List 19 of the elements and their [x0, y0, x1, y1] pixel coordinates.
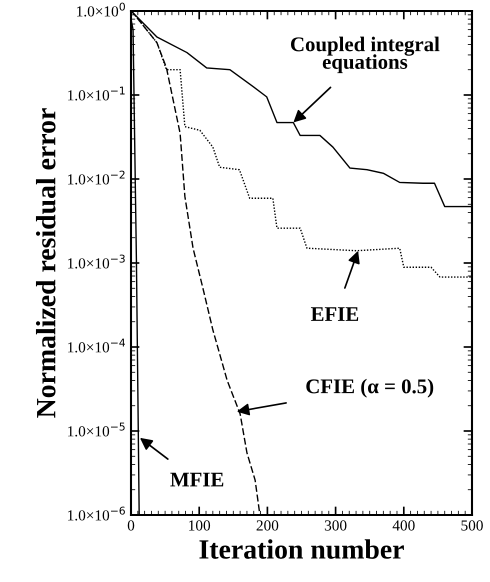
annotation: EFIE	[310, 307, 358, 321]
y-axis-title: Normalized residual error	[36, 108, 56, 418]
x-tick-label: 100	[189, 520, 210, 531]
annotation: CFIE (α = 0.5)	[306, 378, 434, 398]
annotation: Coupled integral equations	[291, 36, 440, 74]
y-tick-label: 1.0×10$^{−4}$	[68, 338, 126, 353]
x-tick-label: 200	[256, 520, 278, 531]
y-tick-label: 1.0×10$^{−3}$	[68, 254, 125, 269]
x-tick-label: 500	[461, 520, 483, 531]
y-tick-label: 1.0×10$^{−5}$	[68, 422, 125, 437]
y-tick-label: 1.0×10$^{−2}$	[68, 170, 125, 185]
y-tick-label: 1.0×10$^{0}$	[77, 2, 125, 17]
x-tick-label: 300	[324, 520, 346, 531]
y-tick-label: 1.0×10$^{−1}$	[68, 86, 125, 101]
annotation: MFIE	[170, 472, 224, 486]
x-tick-label: 0	[128, 520, 134, 531]
x-axis-title: Iteration number	[199, 539, 404, 559]
y-tick-label: 1.0×10$^{−6}$	[68, 506, 125, 521]
x-tick-label: 400	[392, 520, 415, 531]
